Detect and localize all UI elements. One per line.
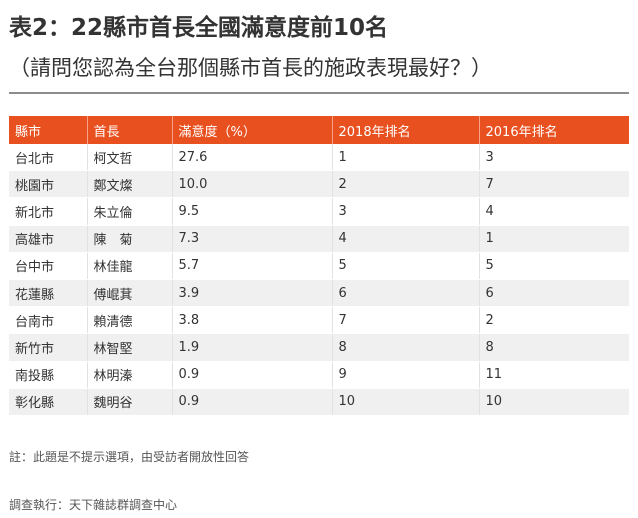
table-row: 新竹市 林智堅 1.9 8 8 xyxy=(9,333,629,362)
cell-rank-2018: 2 xyxy=(332,170,480,199)
cell-rank-2016: 5 xyxy=(479,252,629,280)
cell-satisfaction: 0.9 xyxy=(172,388,333,416)
ranking-table: 縣市 首長 滿意度（%） 2018年排名 2016年排名 台北市 柯文哲 27.… xyxy=(9,116,629,416)
cell-mayor: 傅崐萁 xyxy=(87,279,173,308)
cell-county: 台中市 xyxy=(9,252,88,280)
cell-rank-2018: 4 xyxy=(332,225,480,253)
header-rank-2018: 2018年排名 xyxy=(332,116,480,144)
cell-satisfaction: 27.6 xyxy=(172,144,333,172)
cell-satisfaction: 3.9 xyxy=(172,279,333,308)
cell-county: 桃園市 xyxy=(9,170,88,199)
cell-rank-2016: 3 xyxy=(479,144,629,172)
table-row: 台南市 賴清德 3.8 7 2 xyxy=(9,306,629,335)
cell-satisfaction: 1.9 xyxy=(172,333,333,362)
header-row: 縣市 首長 滿意度（%） 2018年排名 2016年排名 xyxy=(9,116,629,144)
cell-rank-2018: 8 xyxy=(332,333,480,362)
cell-county: 新竹市 xyxy=(9,333,88,362)
table-title: 表2：22縣市首長全國滿意度前10名 xyxy=(9,15,389,41)
cell-rank-2018: 10 xyxy=(332,388,480,416)
cell-county: 花蓮縣 xyxy=(9,279,88,308)
cell-rank-2016: 4 xyxy=(479,197,629,226)
table-subtitle: （請問您認為全台那個縣市首長的施政表現最好？） xyxy=(9,56,492,80)
cell-mayor: 朱立倫 xyxy=(87,197,173,226)
cell-county: 台南市 xyxy=(9,306,88,335)
cell-satisfaction: 9.5 xyxy=(172,197,333,226)
cell-rank-2018: 9 xyxy=(332,361,480,389)
cell-rank-2018: 6 xyxy=(332,279,480,308)
header-rank-2016: 2016年排名 xyxy=(479,116,629,144)
cell-rank-2016: 11 xyxy=(479,361,629,389)
table-row: 彰化縣 魏明谷 0.9 10 10 xyxy=(9,388,629,416)
header-mayor: 首長 xyxy=(87,116,173,144)
cell-rank-2016: 10 xyxy=(479,388,629,416)
cell-rank-2016: 2 xyxy=(479,306,629,335)
cell-rank-2016: 6 xyxy=(479,279,629,308)
source-credit: 調查執行：天下雜誌群調查中心 xyxy=(9,498,178,512)
cell-mayor: 林智堅 xyxy=(87,333,173,362)
cell-county: 高雄市 xyxy=(9,225,88,253)
cell-satisfaction: 0.9 xyxy=(172,361,333,389)
table-row: 桃園市 鄭文燦 10.0 2 7 xyxy=(9,170,629,199)
cell-county: 彰化縣 xyxy=(9,388,88,416)
footnote: 註：此題是不提示選項，由受訪者開放性回答 xyxy=(9,450,250,464)
cell-mayor: 柯文哲 xyxy=(87,144,173,172)
header-county: 縣市 xyxy=(9,116,88,144)
cell-satisfaction: 3.8 xyxy=(172,306,333,335)
table-row: 花蓮縣 傅崐萁 3.9 6 6 xyxy=(9,279,629,308)
cell-rank-2018: 1 xyxy=(332,144,480,172)
cell-satisfaction: 7.3 xyxy=(172,225,333,253)
cell-county: 新北市 xyxy=(9,197,88,226)
cell-rank-2018: 5 xyxy=(332,252,480,280)
cell-mayor: 鄭文燦 xyxy=(87,170,173,199)
cell-county: 台北市 xyxy=(9,144,88,172)
table-row: 台中市 林佳龍 5.7 5 5 xyxy=(9,252,629,280)
cell-mayor: 陳 菊 xyxy=(87,225,173,253)
cell-rank-2016: 7 xyxy=(479,170,629,199)
cell-satisfaction: 5.7 xyxy=(172,252,333,280)
cell-satisfaction: 10.0 xyxy=(172,170,333,199)
cell-mayor: 林明溱 xyxy=(87,361,173,389)
table-row: 南投縣 林明溱 0.9 9 11 xyxy=(9,361,629,389)
title-divider xyxy=(9,92,629,94)
cell-county: 南投縣 xyxy=(9,361,88,389)
cell-rank-2018: 7 xyxy=(332,306,480,335)
table-row: 台北市 柯文哲 27.6 1 3 xyxy=(9,144,629,172)
table-row: 新北市 朱立倫 9.5 3 4 xyxy=(9,197,629,226)
cell-rank-2016: 1 xyxy=(479,225,629,253)
cell-mayor: 魏明谷 xyxy=(87,388,173,416)
cell-rank-2016: 8 xyxy=(479,333,629,362)
cell-mayor: 賴清德 xyxy=(87,306,173,335)
table-row: 高雄市 陳 菊 7.3 4 1 xyxy=(9,225,629,253)
header-satisfaction: 滿意度（%） xyxy=(172,116,333,144)
cell-rank-2018: 3 xyxy=(332,197,480,226)
cell-mayor: 林佳龍 xyxy=(87,252,173,280)
